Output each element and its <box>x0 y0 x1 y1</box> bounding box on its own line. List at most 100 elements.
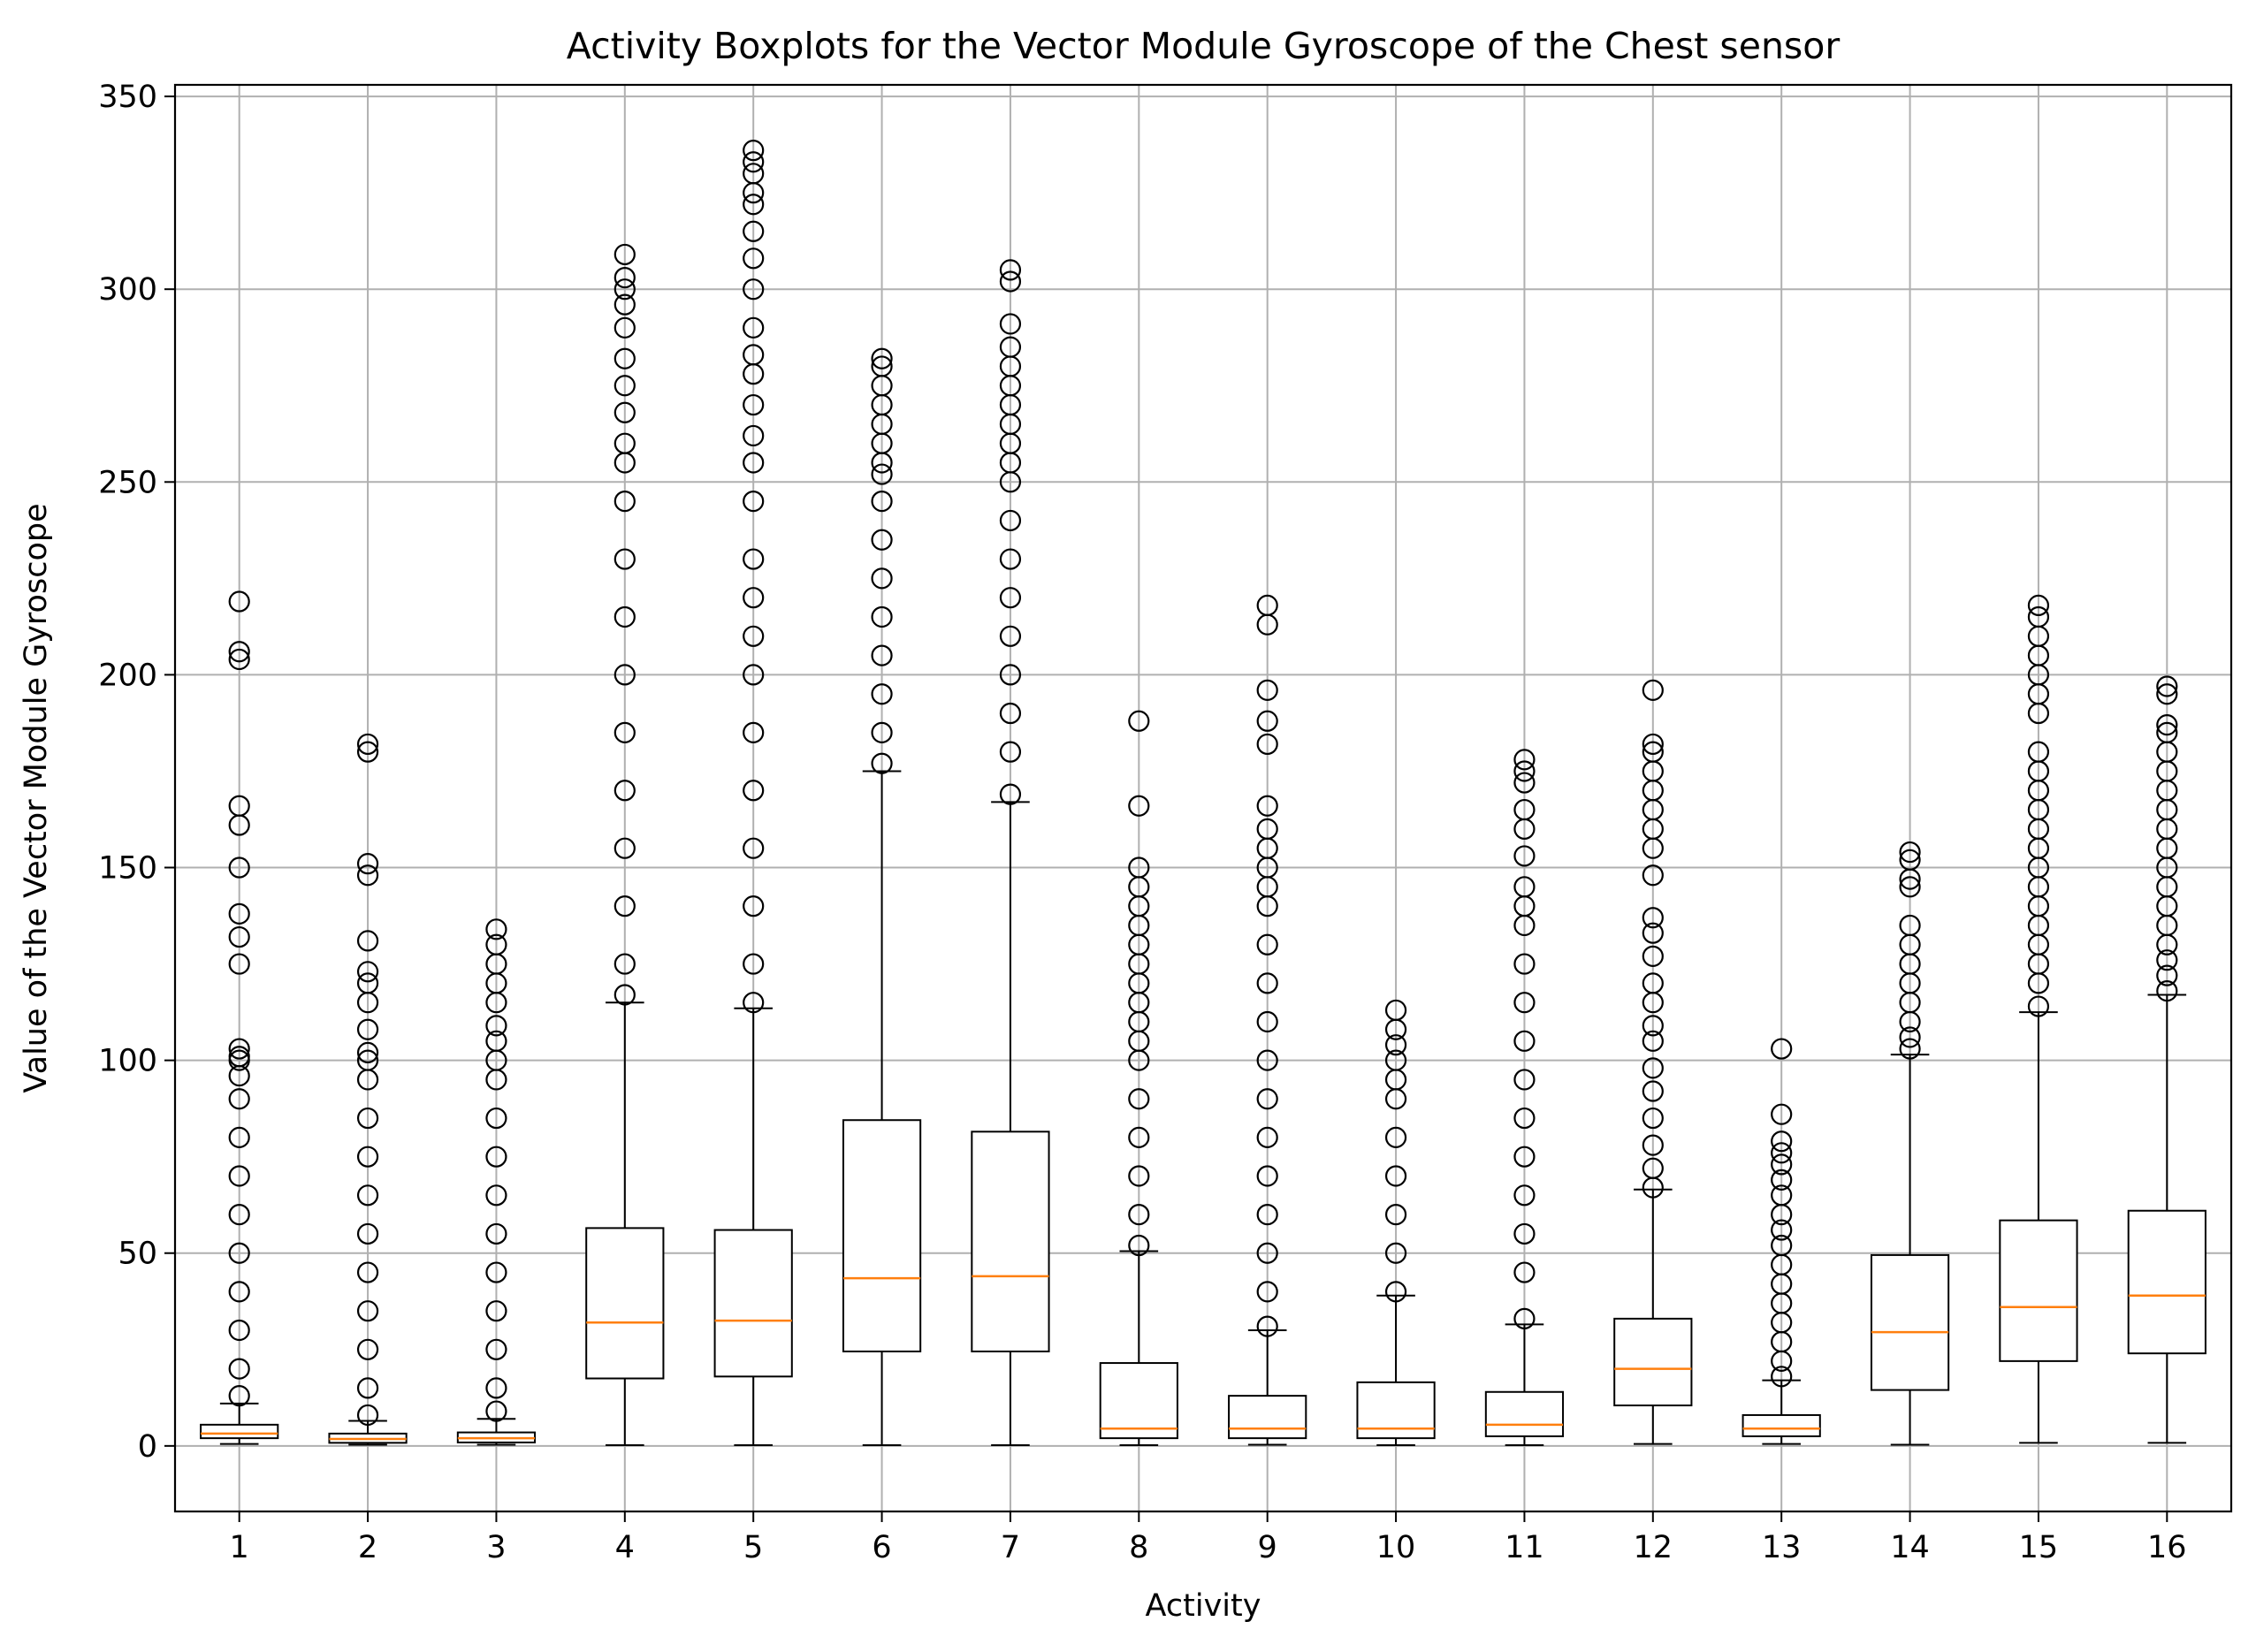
outlier-point <box>999 702 1022 725</box>
outlier-point <box>228 925 250 948</box>
x-axis-title: Activity <box>1146 1588 1261 1624</box>
outlier-point <box>743 151 765 173</box>
x-tick-label: 5 <box>743 1530 763 1565</box>
outlier-point <box>2027 594 2050 616</box>
outlier-point <box>1899 876 1921 898</box>
outlier-point <box>1642 907 1664 929</box>
outlier-point <box>743 837 765 859</box>
outlier-point <box>614 984 636 1006</box>
outlier-point <box>356 741 379 763</box>
outlier-point <box>1384 999 1407 1022</box>
outlier-point <box>228 1088 250 1110</box>
outlier-point <box>1642 972 1664 994</box>
plot-frame <box>173 83 2233 1513</box>
outlier-point <box>614 375 636 397</box>
outlier-point <box>1384 1242 1407 1264</box>
outlier-point <box>1513 772 1536 794</box>
outlier-point <box>1771 1184 1793 1207</box>
outlier-point <box>614 316 636 339</box>
iqr-box <box>1356 1381 1436 1440</box>
outlier-point <box>743 491 765 513</box>
box-group-activity-6 <box>842 347 922 1446</box>
outlier-point <box>1384 1034 1407 1056</box>
outlier-point <box>1384 1126 1407 1148</box>
outlier-point <box>614 664 636 686</box>
outlier-point <box>2027 605 2050 628</box>
outlier-point <box>228 1038 250 1060</box>
outlier-point <box>871 463 893 485</box>
outlier-point <box>228 1385 250 1407</box>
outlier-point <box>1128 1204 1150 1226</box>
outlier-point <box>356 930 379 952</box>
outlier-point <box>485 1300 507 1322</box>
outlier-point <box>356 972 379 994</box>
grid-layer <box>175 85 2231 1511</box>
outlier-point <box>356 1300 379 1322</box>
outlier-point <box>614 780 636 802</box>
outlier-point <box>743 548 765 570</box>
chart-title: Activity Boxplots for the Vector Module … <box>567 25 1841 67</box>
box-group-activity-2 <box>328 733 408 1446</box>
box-group-activity-3 <box>456 918 537 1446</box>
outlier-point <box>1128 795 1150 817</box>
outlier-point <box>1256 1315 1278 1337</box>
outlier-point <box>356 864 379 887</box>
outlier-point <box>2156 721 2178 743</box>
outlier-point <box>1771 1366 1793 1388</box>
outlier-point <box>1642 1080 1664 1102</box>
outlier-point <box>1771 1103 1793 1125</box>
outlier-point <box>1256 972 1278 994</box>
outlier-point <box>1513 1261 1536 1283</box>
outlier-point <box>1256 1242 1278 1264</box>
outlier-point <box>614 548 636 570</box>
iqr-box <box>1484 1390 1565 1437</box>
outlier-point <box>1513 845 1536 867</box>
iqr-box <box>713 1229 793 1378</box>
outlier-point <box>1384 1204 1407 1226</box>
y-axis-title: Value of the Vector Module Gyroscope <box>19 503 54 1092</box>
outlier-point <box>485 1030 507 1052</box>
outlier-point <box>2027 741 2050 763</box>
outlier-point <box>485 933 507 955</box>
outlier-point <box>1642 922 1664 944</box>
outlier-point <box>1642 864 1664 887</box>
outlier-point <box>2027 995 2050 1017</box>
outlier-point <box>1642 1030 1664 1052</box>
y-tick-label: 0 <box>138 1429 157 1465</box>
outlier-point <box>485 1015 507 1037</box>
outlier-point <box>485 1338 507 1360</box>
outlier-point <box>614 432 636 454</box>
outlier-point <box>356 1338 379 1360</box>
box-group-activity-12 <box>1613 679 1693 1445</box>
outlier-point <box>1513 749 1536 771</box>
outlier-point <box>1256 1049 1278 1071</box>
outlier-point <box>743 992 765 1014</box>
outlier-point <box>228 590 250 613</box>
outlier-point <box>743 587 765 609</box>
x-tick-label: 7 <box>1001 1530 1020 1565</box>
outlier-point <box>1899 841 1921 864</box>
outlier-point <box>1513 1146 1536 1168</box>
outlier-point <box>228 1126 250 1148</box>
outlier-point <box>1513 1222 1536 1245</box>
outlier-point <box>1128 1088 1150 1110</box>
outlier-point <box>1642 1134 1664 1156</box>
y-tick-label: 150 <box>98 851 157 887</box>
outlier-point <box>1771 1219 1793 1241</box>
outlier-point <box>1771 1234 1793 1257</box>
outlier-point <box>999 783 1022 805</box>
outlier-point <box>2156 683 2178 705</box>
outlier-point <box>1256 1126 1278 1148</box>
outlier-point <box>614 953 636 975</box>
outlier-point <box>228 902 250 925</box>
outlier-point <box>999 259 1022 281</box>
outlier-point <box>1128 1234 1150 1257</box>
box-group-activity-5 <box>713 140 793 1446</box>
outlier-point <box>356 1404 379 1427</box>
outlier-point <box>743 895 765 917</box>
box-group-activity-13 <box>1742 1038 1821 1445</box>
outlier-point <box>1771 1131 1793 1153</box>
outlier-point <box>1899 849 1921 871</box>
box-layer <box>200 140 2206 1446</box>
outlier-point <box>1899 1038 1921 1060</box>
